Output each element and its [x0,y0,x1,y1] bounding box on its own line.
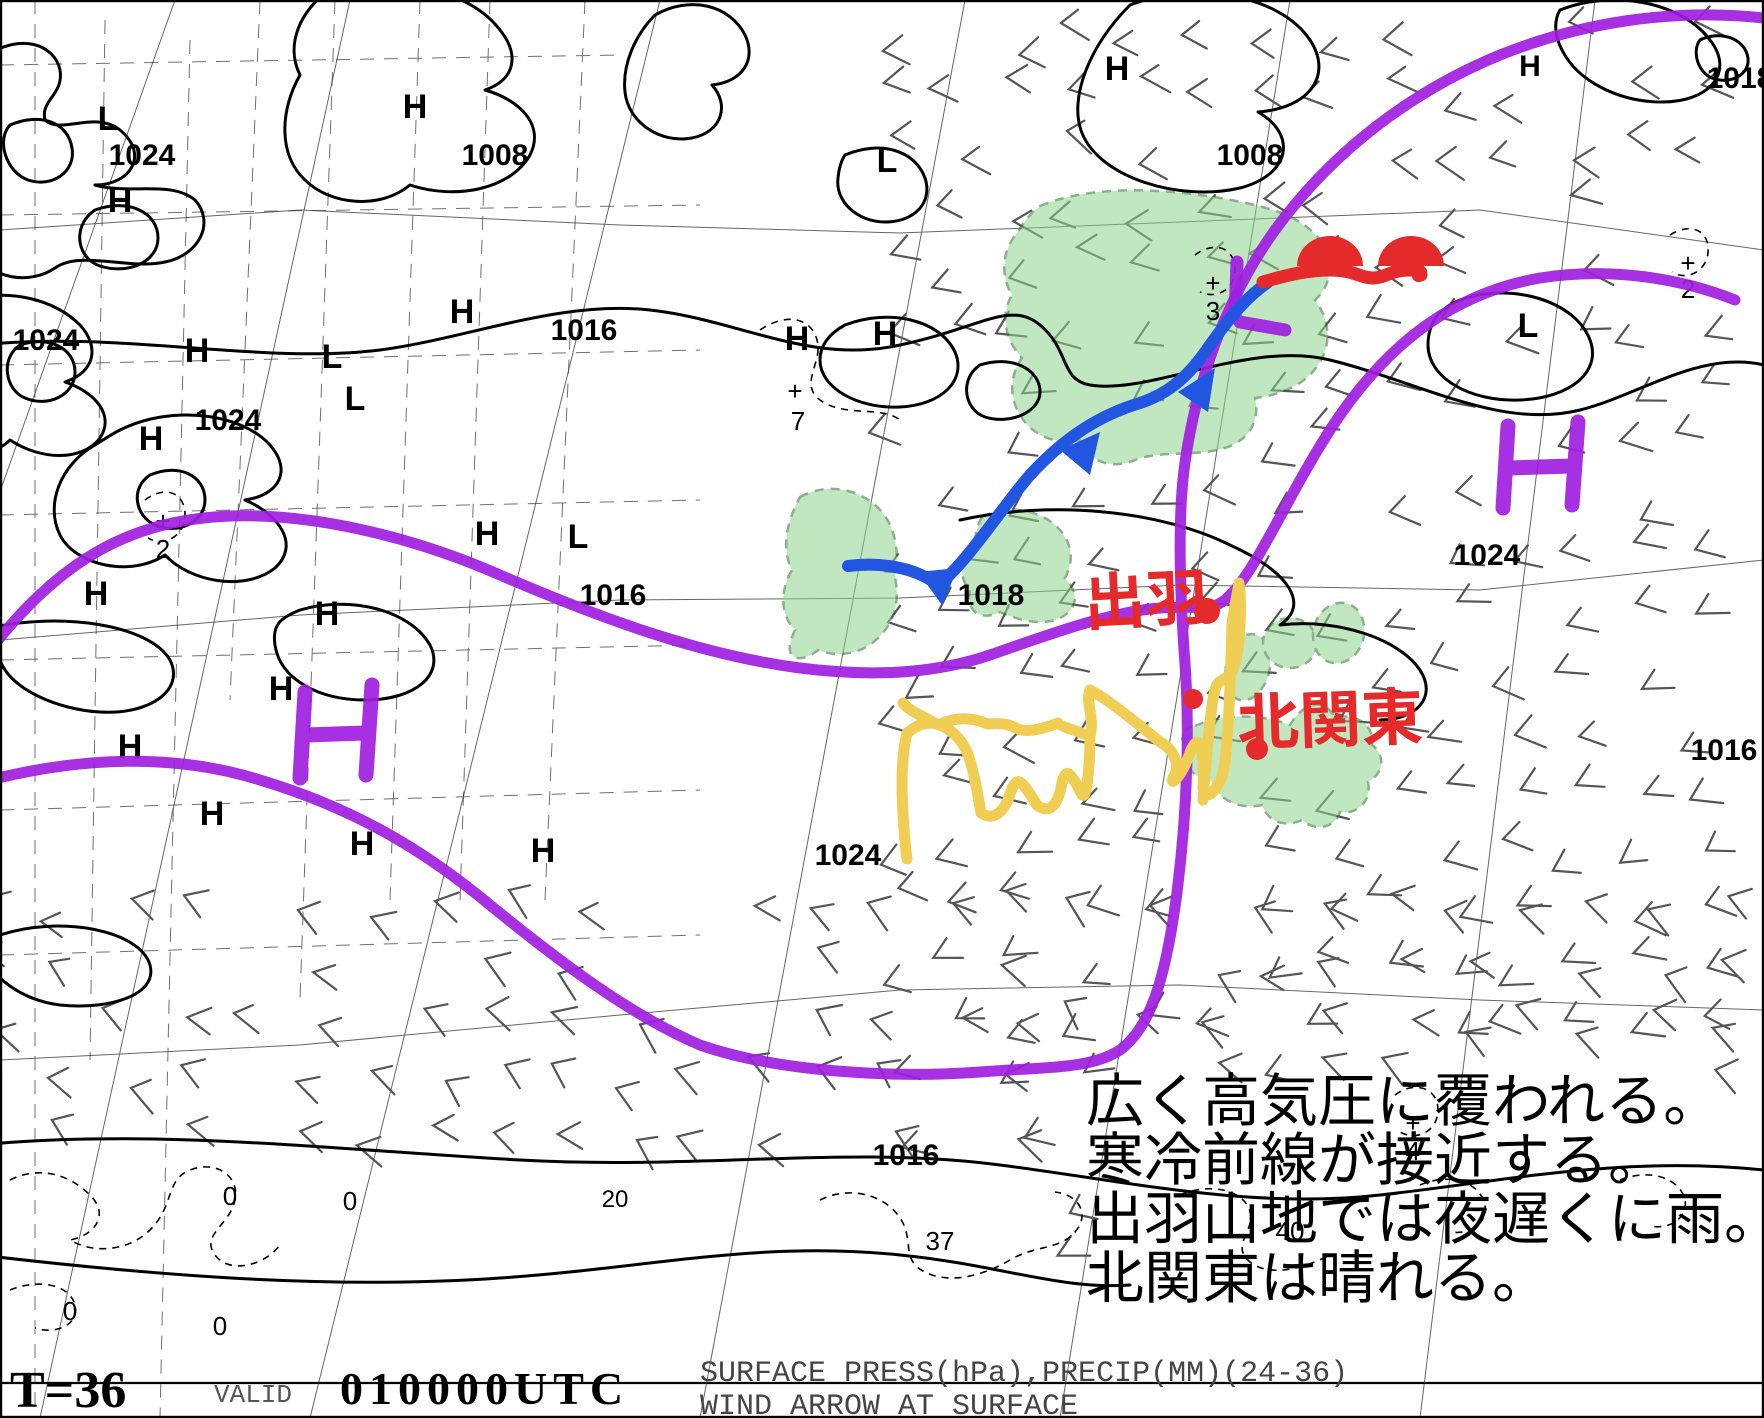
svg-text:L: L [98,100,119,138]
svg-text:H: H [185,332,210,370]
svg-text:H: H [1519,50,1541,83]
svg-text:1016: 1016 [551,314,618,347]
svg-text:H: H [350,825,375,863]
svg-text:L: L [345,380,366,418]
svg-text:H: H [873,315,898,353]
svg-text:1018: 1018 [1707,62,1764,95]
svg-text:H: H [200,795,225,833]
svg-text:L: L [877,142,898,180]
svg-text:37: 37 [926,1226,955,1256]
svg-text:0: 0 [223,1181,237,1211]
svg-text:0: 0 [63,1296,77,1326]
svg-text:1024: 1024 [1454,539,1521,572]
svg-text:1024: 1024 [13,324,80,357]
svg-text:H: H [269,670,294,708]
svg-text:H: H [315,595,340,633]
svg-text:H: H [84,575,109,613]
svg-text:北関東は晴れる。: 北関東は晴れる。 [1086,1231,1550,1315]
svg-text:010000UTC: 010000UTC [340,1363,629,1414]
svg-text:0: 0 [213,1311,227,1341]
svg-text:2: 2 [156,534,170,564]
svg-text:1024: 1024 [195,404,262,437]
svg-text:L: L [1518,307,1539,345]
svg-text:H: H [450,293,475,331]
svg-text:H: H [531,832,556,870]
svg-text:20: 20 [602,1186,629,1213]
svg-text:1024: 1024 [109,139,176,172]
svg-text:H: H [1105,50,1130,88]
svg-text:H: H [403,88,428,126]
svg-text:1008: 1008 [1217,139,1284,172]
svg-text:出羽: 出羽 [1081,547,1210,643]
svg-text:1008: 1008 [462,139,529,172]
svg-text:VALID: VALID [214,1380,292,1410]
svg-text:L: L [568,518,589,556]
svg-text:H: H [108,182,133,220]
svg-text:SURFACE PRESS(hPa),PRECIP(MM)(: SURFACE PRESS(hPa),PRECIP(MM)(24-36) [700,1357,1348,1391]
svg-text:1018: 1018 [958,579,1025,612]
svg-text:0: 0 [343,1186,357,1216]
svg-text:+: + [787,376,802,406]
svg-text:L: L [322,338,343,376]
svg-text:H: H [139,420,164,458]
svg-text:+: + [1205,268,1220,298]
svg-text:1016: 1016 [873,1139,940,1172]
svg-text:1016: 1016 [1691,734,1758,767]
svg-text:7: 7 [791,406,805,436]
svg-text:T=36: T=36 [10,1362,126,1418]
svg-text:1024: 1024 [815,839,882,872]
svg-text:H: H [785,320,810,358]
svg-text:H: H [475,515,500,553]
svg-text:WIND ARROW AT SURFACE: WIND ARROW AT SURFACE [700,1390,1078,1418]
